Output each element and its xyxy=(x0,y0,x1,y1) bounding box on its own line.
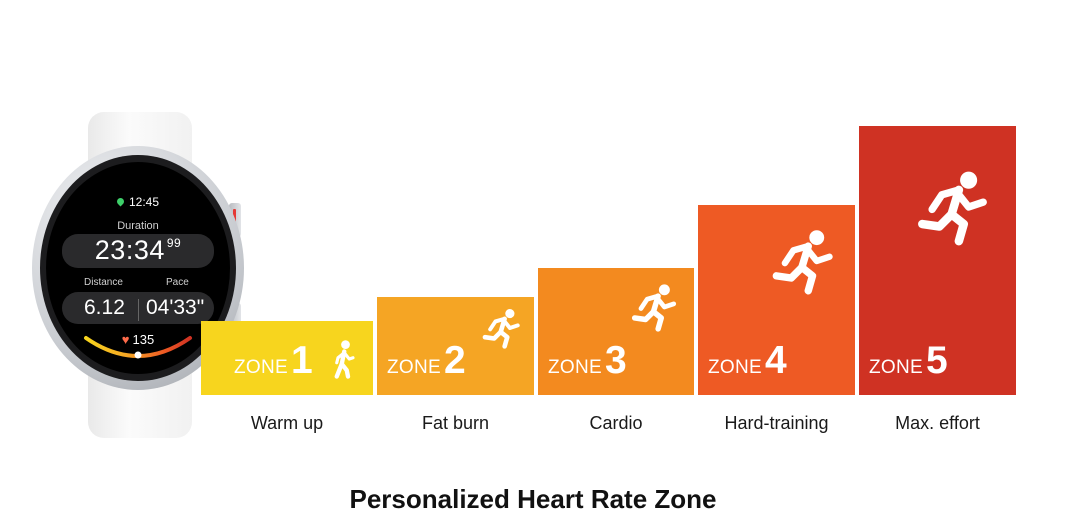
distance-value: 6.12 xyxy=(84,296,125,319)
zone-word: ZONE xyxy=(869,357,923,378)
stat-divider xyxy=(138,299,139,321)
duration-value: 23:34 99 xyxy=(46,235,230,266)
zone-word: ZONE xyxy=(548,357,602,378)
zone-3-tag: ZONE3 xyxy=(548,339,627,383)
distance-label: Distance xyxy=(84,277,123,288)
duration-pill xyxy=(62,234,214,268)
watch-screen: 12:45 Duration 23:34 99 Distance Pace 6.1… xyxy=(46,162,230,374)
zone-3-label: Cardio xyxy=(589,413,643,433)
running-person-icon xyxy=(770,227,838,295)
zone-word: ZONE xyxy=(234,357,288,378)
zone-number: 3 xyxy=(604,339,627,382)
zone-5-label: Max. effort xyxy=(895,413,980,433)
zone-4-label: Hard-training xyxy=(724,413,829,433)
zone-5-bar: ZONE5 xyxy=(859,126,1016,395)
heart-rate: ♥ 135 xyxy=(46,332,230,347)
duration-main: 23:34 xyxy=(94,235,165,265)
duration-label: Duration xyxy=(117,220,159,232)
zone-number: 5 xyxy=(925,339,948,382)
zone-3-bar: ZONE3 xyxy=(538,268,694,395)
zone-2-tag: ZONE2 xyxy=(387,339,466,383)
pace-label: Pace xyxy=(166,277,189,288)
zone-4-bar: ZONE4 xyxy=(698,205,855,395)
heart-icon: ♥ xyxy=(121,332,130,347)
zone-2-bar: ZONE2 xyxy=(377,297,534,395)
zone-5-tag: ZONE5 xyxy=(869,339,948,383)
jogging-person-icon xyxy=(481,307,523,349)
zone-number: 4 xyxy=(764,339,787,382)
zone-word: ZONE xyxy=(387,357,441,378)
running-person-icon xyxy=(630,282,680,332)
watch-clock: 12:45 xyxy=(46,195,230,209)
pace-value: 04'33" xyxy=(146,296,205,319)
zone-2-label: Fat burn xyxy=(421,413,490,433)
heart-rate-zone-arc xyxy=(84,336,192,359)
zone-word: ZONE xyxy=(708,357,762,378)
watch-clock-text: 12:45 xyxy=(128,195,160,209)
zone-1-tag: ZONE1 xyxy=(234,339,313,383)
page-caption: Personalized Heart Rate Zone xyxy=(349,484,717,514)
zone-number: 2 xyxy=(443,339,466,382)
walking-person-icon xyxy=(323,339,363,379)
zone-number: 1 xyxy=(290,339,313,382)
zone-1-label: Warm up xyxy=(250,413,324,433)
duration-hundredths: 99 xyxy=(166,236,182,250)
zone-4-tag: ZONE4 xyxy=(708,339,787,383)
heart-rate-value: 135 xyxy=(132,332,155,347)
zone-1-bar: ZONE1 xyxy=(201,321,373,395)
sprinting-person-icon xyxy=(915,168,993,246)
